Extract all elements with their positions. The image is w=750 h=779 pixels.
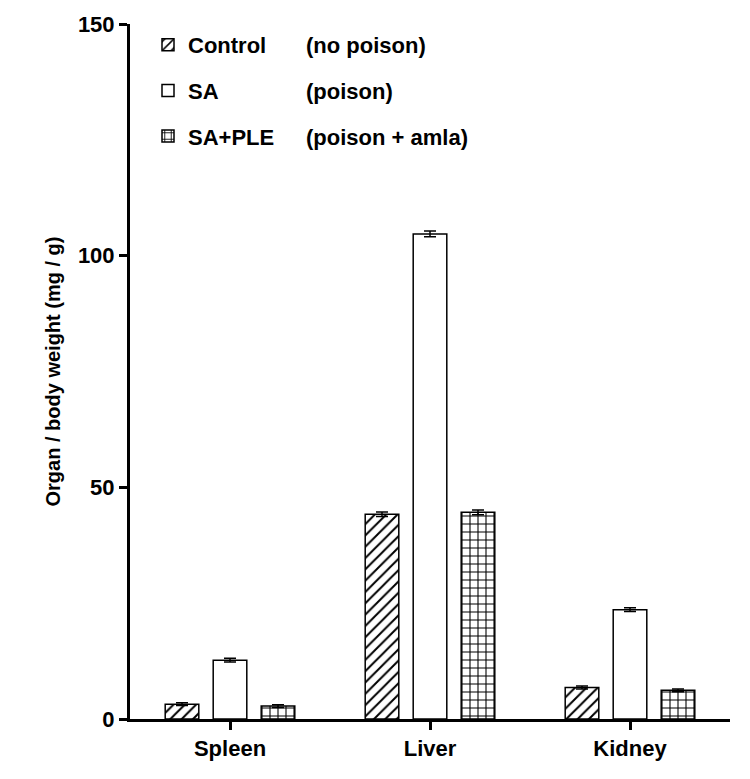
svg-text:150: 150: [78, 12, 115, 37]
svg-text:Kidney: Kidney: [593, 736, 667, 761]
svg-text:SA+PLE: SA+PLE: [188, 125, 274, 150]
svg-text:50: 50: [90, 475, 114, 500]
svg-text:(poison): (poison): [306, 79, 393, 104]
svg-text:0: 0: [102, 707, 114, 732]
svg-text:Control: Control: [188, 33, 266, 58]
svg-text:SA: SA: [188, 79, 219, 104]
svg-text:(no poison): (no poison): [306, 33, 426, 58]
svg-text:(poison + amla): (poison + amla): [306, 125, 468, 150]
svg-text:Liver: Liver: [404, 736, 457, 761]
svg-text:Spleen: Spleen: [194, 736, 266, 761]
svg-text:100: 100: [78, 243, 115, 268]
svg-text:Organ / body weight (mg / g): Organ / body weight (mg / g): [42, 237, 64, 507]
